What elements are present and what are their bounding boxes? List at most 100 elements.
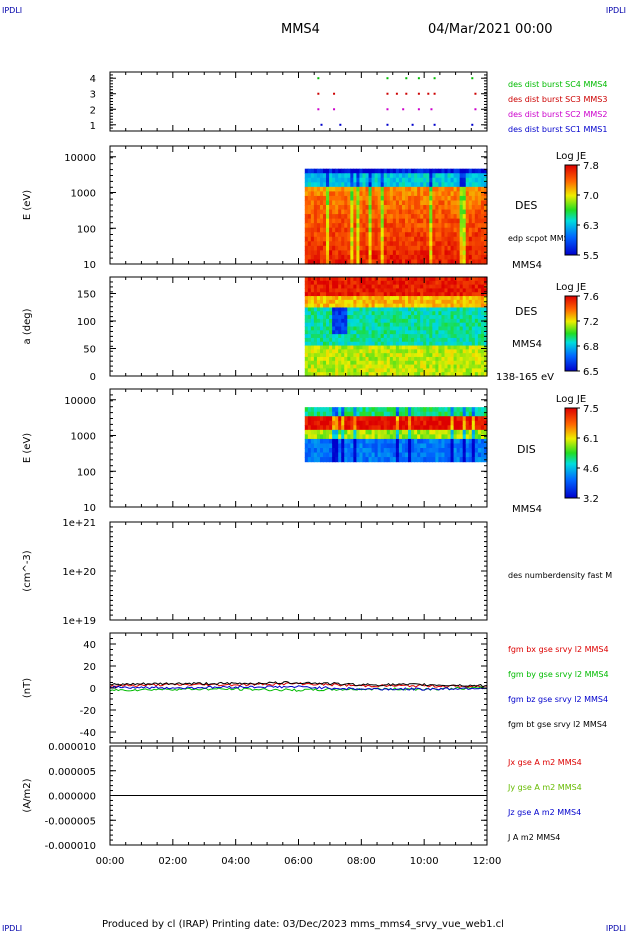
spectrogram-cell xyxy=(474,191,479,197)
spectrogram-cell xyxy=(332,438,336,445)
spectrogram-cell xyxy=(310,372,315,377)
spectrogram-cell xyxy=(359,227,364,233)
spectrogram-cell xyxy=(420,434,424,440)
spectrogram-cell xyxy=(480,205,485,211)
spectrogram-cell xyxy=(362,245,367,251)
spectrogram-cell xyxy=(329,322,333,328)
spectrogram-cell xyxy=(344,368,348,373)
spectrogram-cell xyxy=(323,182,327,188)
spectrogram-cell xyxy=(398,296,403,301)
spectrogram-cell xyxy=(335,191,339,197)
spectrogram-cell xyxy=(408,284,412,290)
spectrogram-cell xyxy=(332,168,336,174)
spectrogram-cell xyxy=(447,254,452,261)
spectrogram-cell xyxy=(326,288,330,293)
spectrogram-cell xyxy=(338,223,342,229)
burst-mark-1 xyxy=(471,123,474,126)
x-tick-label: 10:00 xyxy=(410,856,439,867)
spectrogram-cell xyxy=(474,218,479,224)
spectrogram-cell xyxy=(456,218,461,224)
spectrogram-cell xyxy=(423,254,427,261)
spectrogram-cell xyxy=(456,195,461,202)
spectrogram-cell xyxy=(483,280,488,286)
spectrogram-cell xyxy=(395,245,400,251)
spectrogram-cell xyxy=(444,195,449,202)
spectrogram-cell xyxy=(477,186,482,192)
spectrogram-cell xyxy=(341,288,345,293)
spectrogram-cell xyxy=(459,411,464,417)
spectrogram-cell xyxy=(335,227,339,233)
spectrogram-cell xyxy=(417,227,421,233)
spectrogram-cell xyxy=(338,416,342,422)
spectrogram-cell xyxy=(395,292,400,297)
spectrogram-cell xyxy=(356,259,361,265)
spectrogram-cell xyxy=(304,307,309,312)
spectrogram-cell xyxy=(310,429,315,435)
spectrogram-cell xyxy=(432,284,436,290)
spectrogram-cell xyxy=(371,334,376,339)
spectrogram-cell xyxy=(411,173,415,179)
spectrogram-cell xyxy=(477,303,482,309)
spectrogram-cell xyxy=(414,341,418,347)
spectrogram-cell xyxy=(441,191,446,197)
burst-mark-3 xyxy=(474,92,477,95)
spectrogram-cell xyxy=(423,434,427,440)
spectrogram-cell xyxy=(359,311,364,316)
spectrogram-cell xyxy=(468,227,473,233)
spectrogram-cell xyxy=(332,425,336,431)
spectrogram-cell xyxy=(420,214,424,220)
spectrogram-cell xyxy=(319,292,324,297)
spectrogram-cell xyxy=(401,259,406,265)
spectrogram-cell xyxy=(480,457,485,463)
spectrogram-cell xyxy=(347,372,351,377)
spectrogram-cell xyxy=(313,254,318,261)
spectrogram-cell xyxy=(477,232,482,238)
spectrogram-cell xyxy=(386,280,391,286)
spectrogram-cell xyxy=(368,186,373,192)
spectrogram-cell xyxy=(362,296,367,301)
spectrogram-cell xyxy=(356,191,361,197)
spectrogram-cell xyxy=(471,443,476,449)
spectrogram-cell xyxy=(329,236,333,242)
spectrogram-cell xyxy=(398,254,403,261)
spectrogram-cell xyxy=(474,200,479,206)
spectrogram-cell xyxy=(426,429,430,435)
spectrogram-cell xyxy=(441,214,446,220)
spectrogram-cell xyxy=(350,280,354,286)
spectrogram-des-e xyxy=(304,168,488,265)
spectrogram-cell xyxy=(426,345,430,350)
spectrogram-cell xyxy=(398,429,403,435)
spectrogram-cell xyxy=(480,326,485,331)
spectrogram-cell xyxy=(411,209,415,215)
spectrogram-cell xyxy=(304,173,309,179)
spectrogram-cell xyxy=(444,341,449,347)
spectrogram-cell xyxy=(456,259,461,265)
y-axis-label-4: E (eV) xyxy=(22,433,33,463)
spectrogram-cell xyxy=(474,205,479,211)
spectrogram-cell xyxy=(347,318,351,324)
spectrogram-cell xyxy=(462,292,467,297)
spectrogram-cell xyxy=(411,284,415,290)
spectrogram-cell xyxy=(474,416,479,422)
spectrogram-cell xyxy=(429,452,433,458)
spectrogram-cell xyxy=(371,259,376,265)
spectrogram-cell xyxy=(411,416,415,422)
spectrogram-cell xyxy=(392,318,397,324)
spectrogram-cell xyxy=(480,177,485,183)
spectrogram-cell xyxy=(313,318,318,324)
spectrogram-cell xyxy=(459,341,464,347)
spectrogram-cell xyxy=(368,420,373,426)
spectrogram-cell xyxy=(465,438,470,445)
spectrogram-cell xyxy=(350,407,354,413)
spectrogram-cell xyxy=(338,318,342,324)
spectrogram-cell xyxy=(319,337,324,343)
spectrogram-cell xyxy=(438,200,443,206)
spectrogram-cell xyxy=(380,349,385,354)
spectrogram-cell xyxy=(368,330,373,335)
spectrogram-cell xyxy=(438,250,443,256)
spectrogram-cell xyxy=(368,425,373,431)
spectrogram-cell xyxy=(447,250,452,256)
spectrogram-cell xyxy=(380,368,385,373)
spectrogram-cell xyxy=(307,353,312,358)
spectrogram-cell xyxy=(459,177,464,183)
